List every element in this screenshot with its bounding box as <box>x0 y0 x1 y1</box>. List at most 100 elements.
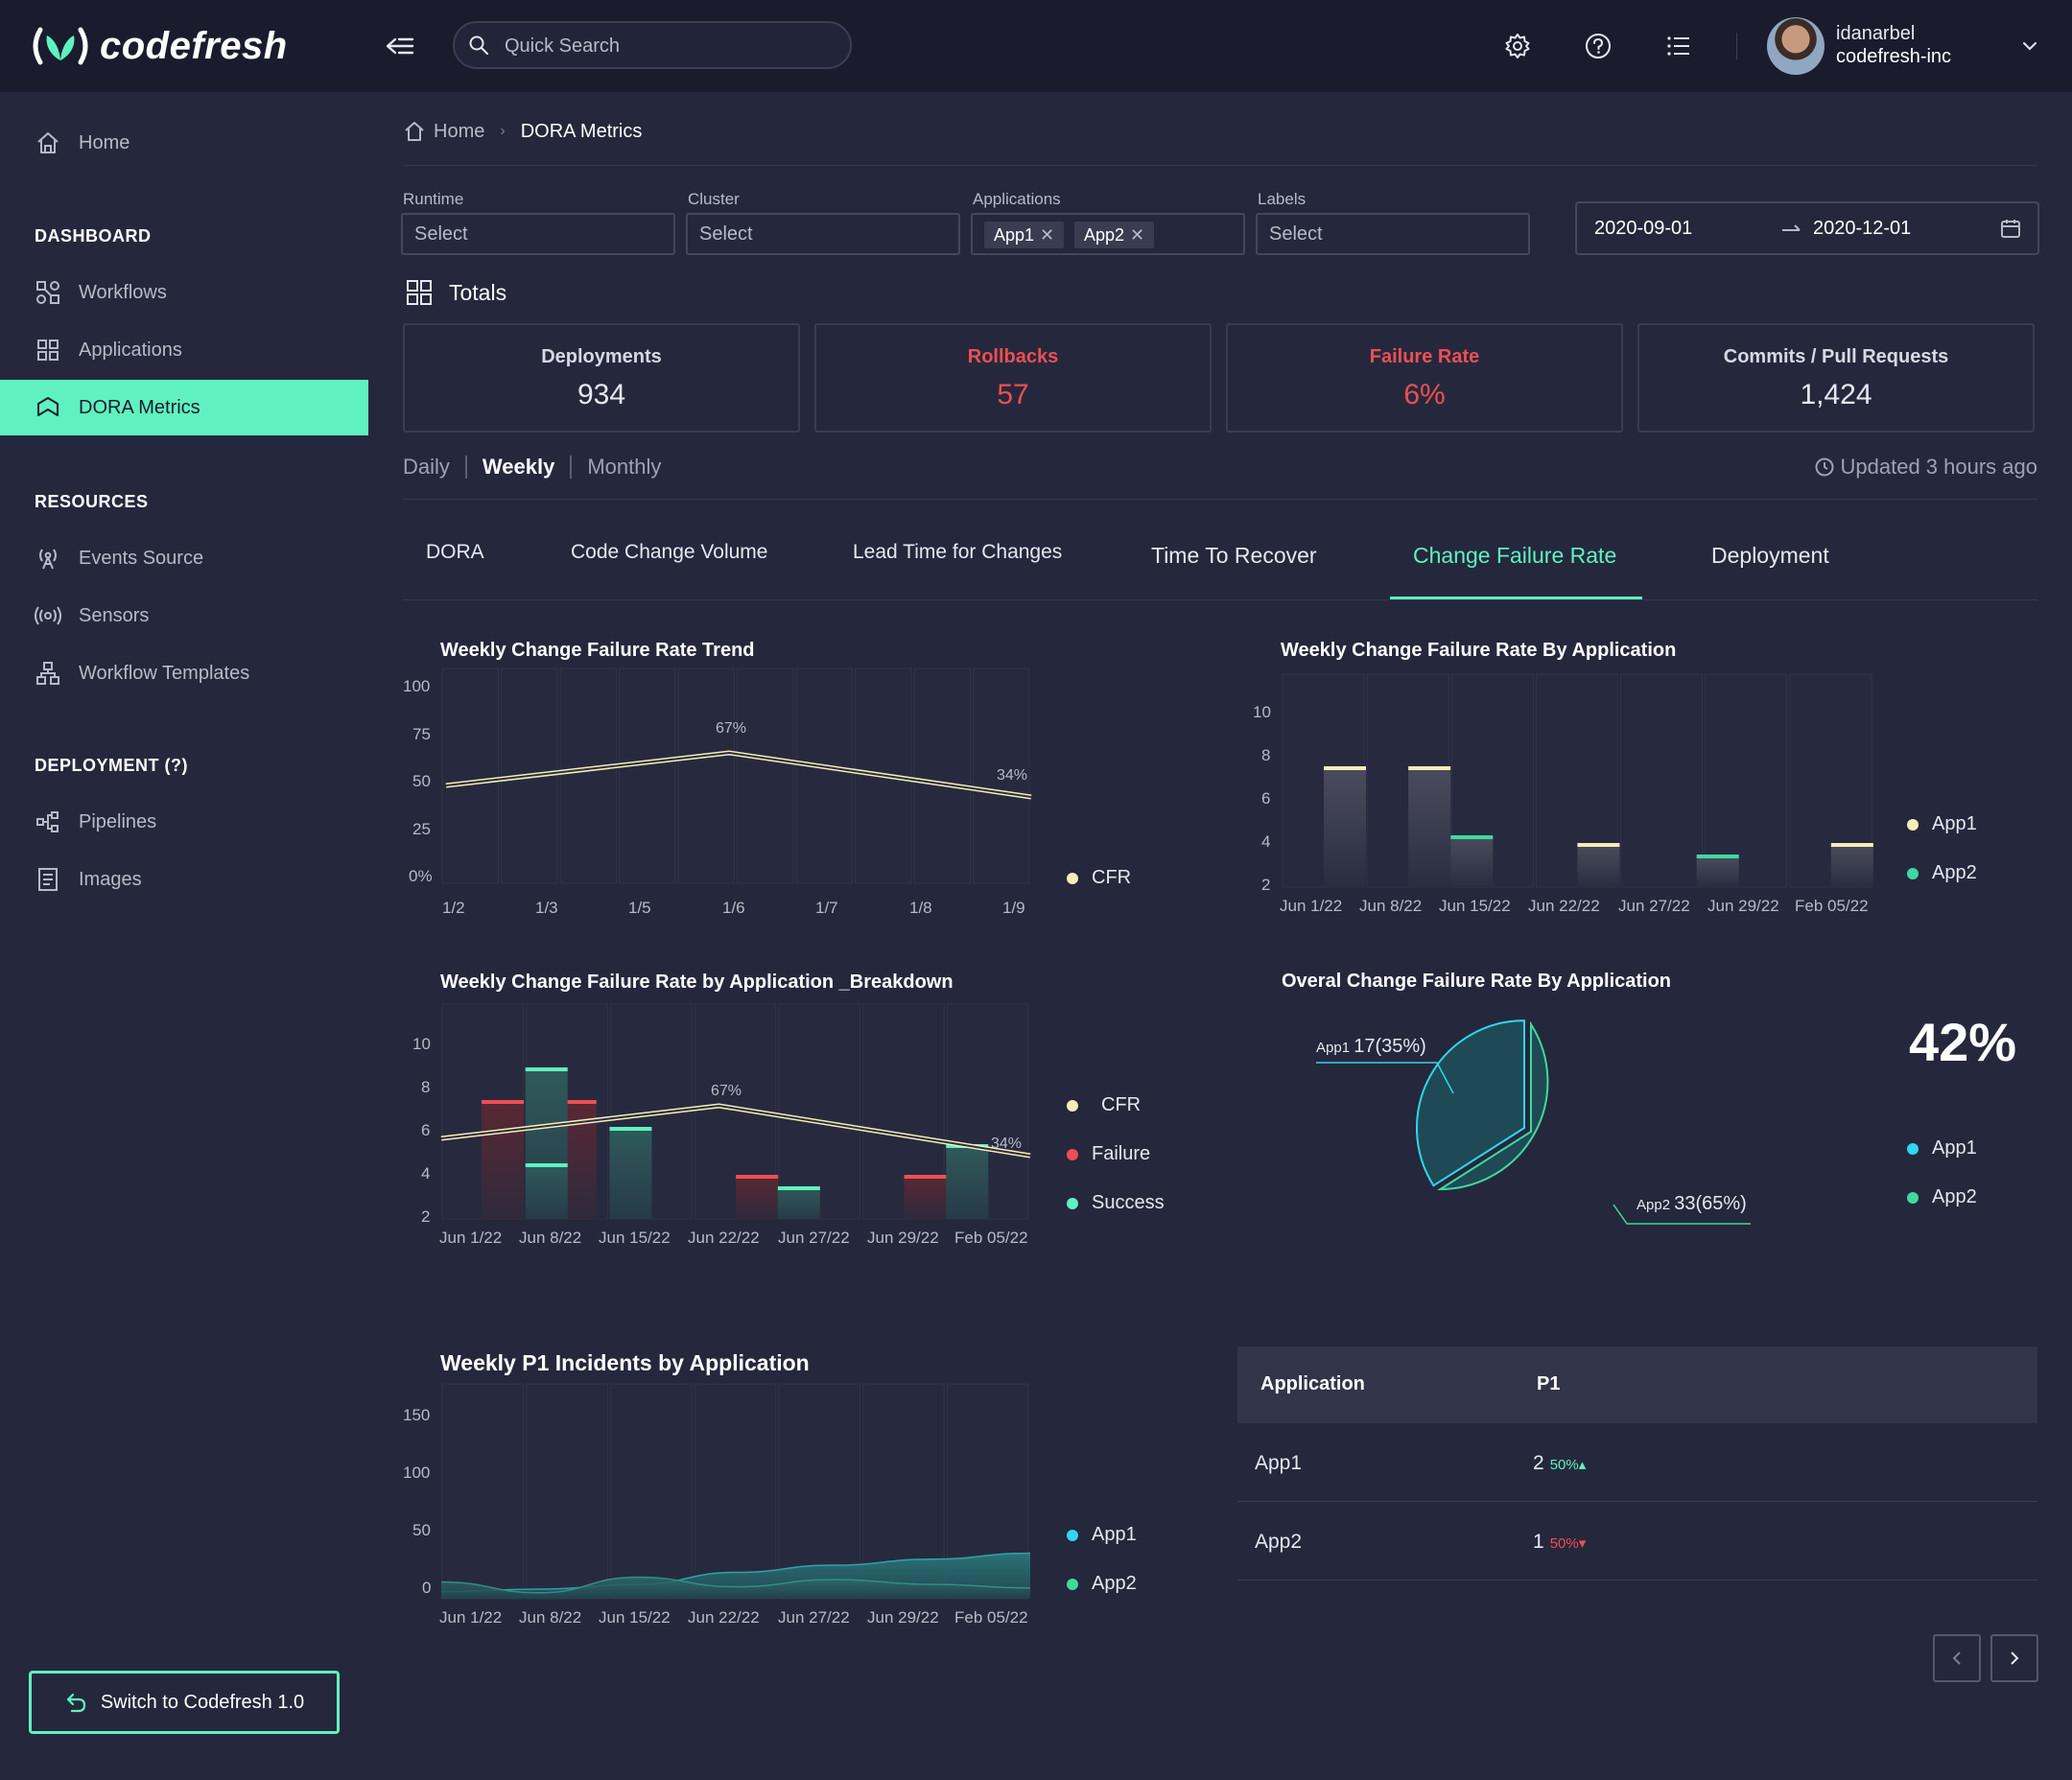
tab-lead-time[interactable]: Lead Time for Changes <box>853 541 1063 563</box>
updated-status: Updated 3 hours ago <box>1814 453 2037 481</box>
grid-column <box>609 1383 693 1600</box>
codefresh-logo[interactable]: codefresh <box>31 21 288 71</box>
sidebar-item-images[interactable]: Images <box>0 852 368 907</box>
breadcrumb: Home › DORA Metrics <box>403 117 642 146</box>
legend-dot <box>1907 1191 1919 1204</box>
tab-dora[interactable]: DORA <box>426 541 484 563</box>
tab-change-failure-rate[interactable]: Change Failure Rate <box>1413 543 1617 568</box>
period-weekly[interactable]: Weekly <box>482 455 555 479</box>
x-tick: Jun 8/22 <box>519 1229 582 1247</box>
x-tick: 1/8 <box>909 899 932 917</box>
x-tick: Jun 22/22 <box>688 1229 760 1247</box>
quick-search[interactable] <box>453 21 852 69</box>
leader-line-app1 <box>1316 1062 1454 1094</box>
next-page-button[interactable] <box>1990 1634 2038 1682</box>
cluster-select[interactable]: Select <box>686 213 960 255</box>
breadcrumb-home-link[interactable]: Home <box>434 120 485 142</box>
overall-cfr-value: 42% <box>1909 1012 2017 1072</box>
y-tick: 8 <box>1261 746 1271 764</box>
bar-cap <box>1830 843 1873 847</box>
legend-label: App1 <box>1932 1137 1977 1159</box>
labels-select[interactable]: Select <box>1256 213 1530 255</box>
sidebar-item-dora-metrics[interactable]: DORA Metrics <box>0 380 368 435</box>
y-tick: 50 <box>412 1521 431 1539</box>
sidebar-item-workflows[interactable]: Workflows <box>0 265 368 320</box>
previous-page-button[interactable] <box>1933 1634 1981 1682</box>
app-chip-label: App2 <box>1084 225 1125 245</box>
y-tick: 0% <box>409 867 433 885</box>
sidebar-item-applications[interactable]: Applications <box>0 322 368 378</box>
help-icon <box>1586 34 1611 59</box>
sidebar-item-events-source[interactable]: Events Source <box>0 530 368 586</box>
x-tick: Jun 1/22 <box>439 1608 503 1627</box>
applications-select[interactable]: App1 ✕ App2 ✕ <box>971 213 1245 255</box>
help-button[interactable] <box>1579 27 1617 65</box>
activity-list-button[interactable] <box>1660 27 1698 65</box>
workflow-templates-icon <box>36 662 59 685</box>
sidebar-item-label: Home <box>79 131 130 153</box>
app-chip-label: App1 <box>994 225 1035 245</box>
period-daily[interactable]: Daily <box>403 455 450 479</box>
user-menu-button[interactable] <box>2018 35 2041 58</box>
legend-app2: App2 <box>1067 1573 1137 1595</box>
sidebar-item-workflow-templates[interactable]: Workflow Templates <box>0 645 368 701</box>
table-row[interactable]: App2 1 50%▾ <box>1237 1502 2037 1581</box>
y-tick: 4 <box>1261 832 1271 851</box>
rollbacks-card: Rollbacks 57 <box>814 323 1212 433</box>
column-header-application[interactable]: Application <box>1260 1373 1365 1394</box>
date-start[interactable]: 2020-09-01 <box>1594 218 1693 239</box>
cell-application: App1 <box>1255 1452 1303 1474</box>
chip-remove-icon[interactable]: ✕ <box>1130 225 1145 245</box>
legend-dot <box>1067 1529 1078 1541</box>
table-row[interactable]: App1 2 50%▴ <box>1237 1423 2037 1502</box>
chip-remove-icon[interactable]: ✕ <box>1040 225 1055 245</box>
switch-to-codefresh-1-button[interactable]: Switch to Codefresh 1.0 <box>29 1671 340 1734</box>
date-end[interactable]: 2020-12-01 <box>1813 218 1912 239</box>
grid-column <box>913 668 971 884</box>
chevron-right-icon <box>2011 1651 2019 1665</box>
pie-label-app2: App2 33(65%) <box>1636 1193 1747 1215</box>
labels-select-value: Select <box>1269 223 1323 245</box>
tab-deployment[interactable]: Deployment <box>1711 543 1829 568</box>
sensor-icon <box>35 606 61 625</box>
slice-name: App2 <box>1636 1197 1671 1213</box>
grid-column <box>1705 673 1788 888</box>
runtime-select[interactable]: Select <box>401 213 675 255</box>
period-monthly[interactable]: Monthly <box>587 455 662 479</box>
delta-value: 50% <box>1549 1535 1579 1552</box>
grid-column <box>778 1003 861 1220</box>
cfr-pie <box>1316 1019 1751 1225</box>
y-tick: 10 <box>412 1035 431 1053</box>
card-label: Rollbacks <box>967 346 1059 367</box>
search-input[interactable] <box>505 33 831 59</box>
column-header-p1[interactable]: P1 <box>1537 1373 1561 1394</box>
sidebar-item-home[interactable]: Home <box>0 115 368 171</box>
list-icon <box>1667 36 1689 56</box>
failure-bar-cap <box>904 1175 947 1179</box>
gear-icon <box>1505 34 1530 59</box>
settings-button[interactable] <box>1498 27 1537 65</box>
avatar[interactable] <box>1767 17 1825 75</box>
bar <box>1830 845 1873 887</box>
legend-dot <box>1907 818 1919 831</box>
switch-button-label: Switch to Codefresh 1.0 <box>100 1691 305 1713</box>
sidebar-collapse-button[interactable] <box>382 27 420 65</box>
legend-label: App1 <box>1932 813 1977 834</box>
divider <box>403 599 2037 600</box>
grid-icon <box>407 280 432 305</box>
legend-cfr: CFR <box>1067 1094 1141 1116</box>
breadcrumb-current: DORA Metrics <box>520 120 643 142</box>
pipelines-icon <box>36 811 59 832</box>
chevron-down-icon <box>2023 42 2037 51</box>
x-tick: Jun 29/22 <box>867 1229 939 1247</box>
slice-value: 17(35%) <box>1354 1036 1426 1057</box>
legend-app2: App2 <box>1907 1186 1977 1208</box>
tab-time-to-recover[interactable]: Time To Recover <box>1151 543 1317 568</box>
date-range-picker[interactable]: 2020-09-01 2020-12-01 <box>1575 201 2039 255</box>
deployments-card: Deployments 934 <box>403 323 800 433</box>
codefresh-logo-icon <box>33 27 88 65</box>
tab-code-change-volume[interactable]: Code Change Volume <box>571 541 768 563</box>
sidebar-item-pipelines[interactable]: Pipelines <box>0 794 368 850</box>
active-tab-indicator <box>1390 597 1642 599</box>
sidebar-item-sensors[interactable]: Sensors <box>0 588 368 644</box>
